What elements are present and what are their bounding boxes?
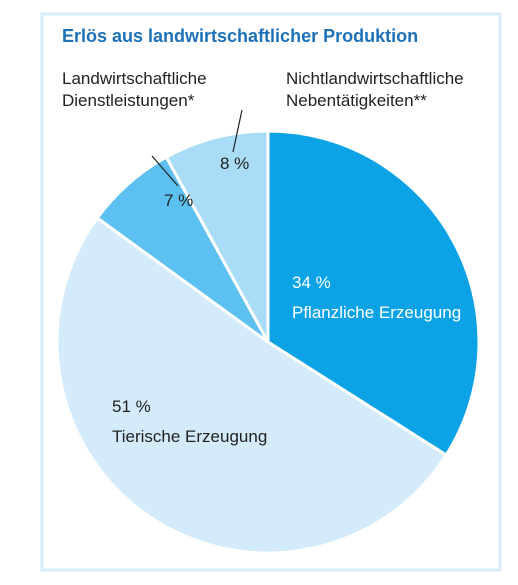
value-label: 34 % xyxy=(292,273,331,292)
frame xyxy=(40,12,502,572)
category-label: Landwirtschaftliche Dienstleistungen* xyxy=(62,69,207,110)
category-label: Nichtlandwirtschaftliche Nebentätigkeite… xyxy=(286,69,464,110)
category-label: Pflanzliche Erzeugung xyxy=(292,303,462,322)
pie-slice xyxy=(164,129,270,343)
category-label: Tierische Erzeugung xyxy=(112,427,268,446)
leader-line xyxy=(232,109,243,153)
chart-title: Erlös aus landwirtschaftlicher Produktio… xyxy=(62,26,419,46)
value-label: 51 % xyxy=(112,397,151,416)
value-label: 7 % xyxy=(164,191,194,210)
value-label: 8 % xyxy=(220,154,250,173)
pie-slice xyxy=(55,215,449,555)
leader-line xyxy=(151,155,179,187)
